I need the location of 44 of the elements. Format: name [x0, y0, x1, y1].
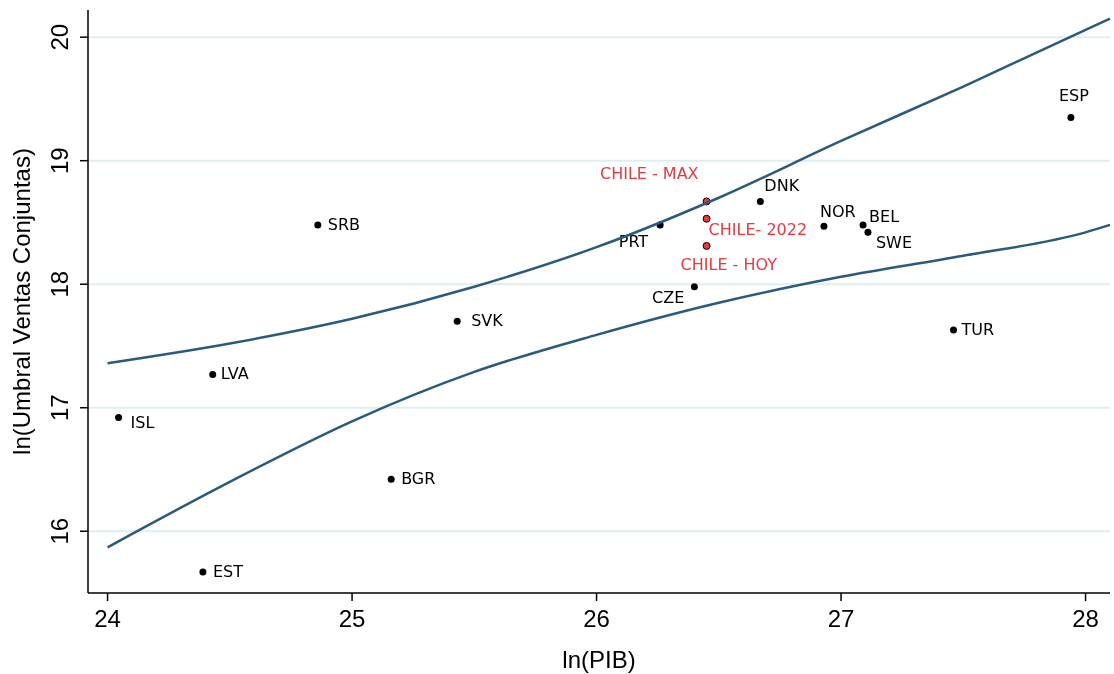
point — [859, 221, 867, 229]
data-label: SRB — [327, 214, 361, 234]
data-label: BEL — [869, 206, 900, 226]
data-label: LVA — [220, 364, 249, 384]
x-tick-label: 25 — [338, 605, 366, 632]
y-tick-label: 17 — [46, 394, 73, 422]
point — [209, 370, 217, 378]
y-tick-label: 19 — [46, 147, 73, 175]
point — [702, 214, 711, 223]
data-label: CHILE- 2022 — [708, 219, 808, 239]
y-tick-label: 18 — [46, 270, 73, 298]
data-label: CHILE - MAX — [599, 164, 699, 184]
x-axis-title: ln(PIB) — [562, 646, 636, 673]
point — [1067, 113, 1075, 121]
x-tick-label: 27 — [827, 605, 855, 632]
data-label: SWE — [875, 233, 913, 253]
data-label: SVK — [471, 311, 504, 331]
x-tick-label: 24 — [94, 605, 121, 632]
point — [690, 283, 698, 291]
y-tick-label: 20 — [46, 23, 73, 51]
point — [453, 317, 461, 325]
line-series — [106, 17, 1112, 365]
point — [702, 241, 711, 250]
data-label: TUR — [960, 319, 995, 339]
x-tick-label: 26 — [583, 605, 610, 632]
data-label: BGR — [401, 469, 436, 489]
data-label: CHILE - HOY — [680, 254, 778, 274]
point — [314, 221, 322, 229]
point — [199, 568, 207, 576]
point — [864, 228, 872, 236]
point — [950, 326, 958, 334]
data-label: DNK — [764, 176, 800, 196]
y-axis-title: ln(Umbral Ventas Conjuntas) — [8, 148, 35, 455]
x-tick-label: 28 — [1072, 605, 1099, 632]
data-label: ESP — [1058, 86, 1090, 106]
point — [756, 197, 764, 205]
data-label: CZE — [652, 287, 685, 307]
point — [820, 222, 828, 230]
data-label: EST — [212, 562, 244, 581]
point — [387, 475, 395, 483]
data-label: ISL — [130, 412, 155, 432]
data-label: NOR — [819, 202, 856, 222]
point — [115, 414, 123, 422]
y-tick-label: 16 — [46, 517, 73, 545]
